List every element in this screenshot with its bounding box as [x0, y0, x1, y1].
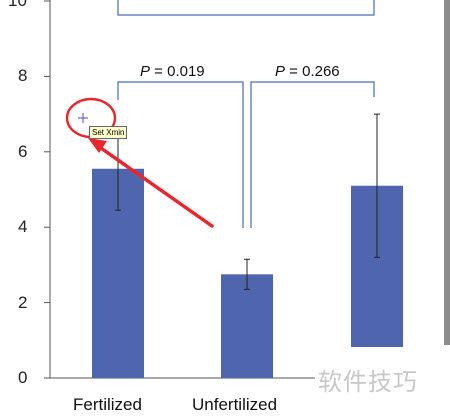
- x-tick-label: Fertilized: [73, 395, 142, 414]
- bracket-p-0-266: [250, 81, 375, 228]
- bar: [221, 274, 273, 378]
- y-tick-label: 2: [18, 292, 28, 312]
- y-tick-label: 8: [18, 66, 28, 86]
- y-tick-label: 0: [18, 368, 28, 387]
- y-tick-label: 10: [8, 0, 27, 10]
- window-edge: [444, 0, 450, 345]
- x-tick-label: Unfertilized: [192, 395, 278, 414]
- y-tick-label: 6: [18, 141, 28, 161]
- red-arrow: [96, 144, 214, 228]
- y-tick-label: 4: [18, 217, 28, 237]
- p-value-label-1: P = 0.019: [140, 63, 205, 80]
- bracket-top: [117, 0, 375, 16]
- watermark: 软件技巧: [318, 368, 418, 396]
- crosshair-cursor-icon: [78, 113, 88, 123]
- p-value-label-2: P = 0.266: [275, 63, 340, 80]
- bracket-p-0-019: [117, 81, 244, 228]
- set-xmin-tooltip: Set Xmin: [89, 126, 128, 139]
- red-arrowhead: [88, 138, 107, 153]
